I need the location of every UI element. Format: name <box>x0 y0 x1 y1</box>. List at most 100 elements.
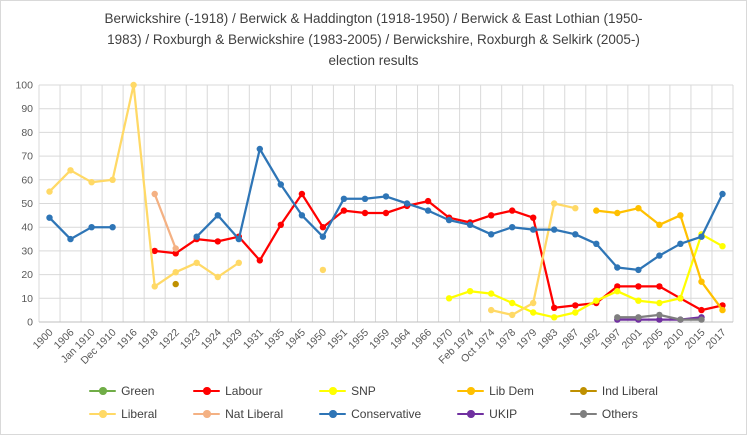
x-tick-label: 2017 <box>704 327 729 352</box>
series-labour-marker <box>424 197 432 205</box>
series-conservative-marker <box>719 190 726 198</box>
x-tick-label: 1966 <box>409 327 434 352</box>
legend-swatch-ukip <box>457 410 485 419</box>
x-tick-label: 1964 <box>388 327 413 352</box>
legend-swatch-lib-dem <box>457 387 485 396</box>
x-tick-label: 1983 <box>535 327 560 352</box>
series-labour-marker <box>614 283 621 290</box>
series-conservative-marker <box>677 240 684 247</box>
series-liberal <box>46 81 579 319</box>
x-tick-label: 1978 <box>493 327 518 352</box>
series-labour-marker <box>656 283 663 290</box>
series-liberal-marker <box>109 176 116 183</box>
series-liberal-marker <box>46 188 53 195</box>
gridlines <box>38 84 734 323</box>
series-labour-marker <box>572 302 579 309</box>
series-liberal-marker <box>130 81 137 89</box>
legend-label-nat-liberal: Nat Liberal <box>225 407 284 421</box>
legend-item-snp: SNP <box>319 382 421 400</box>
legend-swatch-labour <box>193 387 221 396</box>
legend-item-nat-liberal: Nat Liberal <box>193 405 283 423</box>
legend-item-liberal: Liberal <box>89 405 157 423</box>
x-tick-label: 1935 <box>262 327 287 352</box>
series-labour-line <box>153 192 724 312</box>
legend-item-labour: Labour <box>193 382 283 400</box>
legend-item-ind-liberal: Ind Liberal <box>569 382 658 400</box>
series-labour-marker <box>319 224 327 231</box>
series-labour-marker <box>551 304 558 311</box>
series-others-marker <box>677 316 684 323</box>
x-tick-label: 1929 <box>220 327 245 352</box>
chart-title-line-2: 1983) / Roxburgh & Berwickshire (1983-20… <box>107 31 640 47</box>
series-liberal-line <box>48 83 240 288</box>
series-conservative-line <box>195 147 724 272</box>
x-tick-label: 2005 <box>641 327 666 352</box>
legend-swatch-others <box>569 410 597 419</box>
x-tick-label: 1922 <box>157 327 182 352</box>
series-nat-liberal-marker <box>172 245 179 252</box>
series-others <box>614 311 705 323</box>
legend-swatch-conservative <box>319 410 347 419</box>
y-tick-label: 20 <box>21 269 33 281</box>
x-tick-label: 1987 <box>556 327 581 352</box>
series-snp-marker <box>719 243 726 250</box>
x-tick-label: 1924 <box>199 327 224 352</box>
series-conservative-marker <box>193 233 200 240</box>
series-labour-marker <box>488 212 495 219</box>
series-lib-dem <box>593 205 726 314</box>
legend-swatch-nat-liberal <box>193 410 221 419</box>
legend-label-ukip: UKIP <box>489 407 518 421</box>
y-axis-labels: 0 10 20 30 40 50 60 70 80 90 100 <box>15 80 33 329</box>
x-tick-label: 1918 <box>136 327 161 352</box>
series-lib-dem-marker <box>656 221 663 228</box>
chart-title: Berwickshire (-1918) / Berwick & Hadding… <box>1 9 746 72</box>
series-ukip-marker <box>656 316 663 323</box>
series-lib-dem-marker <box>698 278 705 285</box>
series-labour-marker <box>256 257 263 264</box>
series-conservative-marker <box>67 235 74 243</box>
legend-swatch-liberal <box>89 410 117 419</box>
series-others-marker <box>614 314 621 321</box>
series-liberal-marker <box>214 273 221 281</box>
series-snp-marker <box>445 295 453 302</box>
series-others-marker <box>656 311 663 319</box>
legend-item-conservative: Conservative <box>319 405 421 423</box>
series-conservative-marker <box>698 233 705 240</box>
series-labour-marker <box>509 207 516 214</box>
series-conservative-marker <box>109 224 116 231</box>
x-tick-label: 1992 <box>577 327 602 352</box>
y-tick-label: 70 <box>21 151 33 163</box>
series-labour-marker <box>172 250 179 257</box>
series-labour-marker <box>298 190 306 198</box>
series-conservative-marker <box>424 207 432 214</box>
series-conservative-marker <box>488 231 495 238</box>
legend-item-others: Others <box>569 405 658 423</box>
series-conservative-line <box>48 216 114 241</box>
x-tick-label: 1900 <box>31 327 56 352</box>
legend-swatch-snp <box>319 387 347 396</box>
x-tick-label: 2015 <box>683 327 708 352</box>
x-tick-label: 1931 <box>241 327 266 352</box>
series-liberal-marker <box>551 200 558 207</box>
series-conservative-marker <box>46 214 53 221</box>
series-conservative-marker <box>319 233 327 240</box>
legend-label-green: Green <box>121 384 155 398</box>
series-liberal-marker <box>67 167 74 174</box>
y-tick-label: 50 <box>21 198 33 210</box>
legend-label-others: Others <box>601 407 638 421</box>
series-conservative-marker <box>277 181 284 188</box>
series-liberal-marker <box>509 311 516 319</box>
series-snp-marker <box>593 297 600 304</box>
series-conservative-marker <box>635 266 642 274</box>
series-conservative-marker <box>572 231 579 238</box>
legend: Green Labour SNP Lib Dem Ind Liberal Liberal N… <box>1 382 746 423</box>
series-liberal-marker <box>172 269 179 276</box>
series-ind-liberal-marker <box>172 280 179 288</box>
series-snp-marker <box>572 309 579 316</box>
series-snp-marker <box>509 299 516 307</box>
legend-item-lib-dem: Lib Dem <box>457 382 534 400</box>
x-tick-label: 1951 <box>325 327 350 352</box>
series-liberal-marker <box>235 259 242 266</box>
series-labour-marker <box>635 283 642 290</box>
